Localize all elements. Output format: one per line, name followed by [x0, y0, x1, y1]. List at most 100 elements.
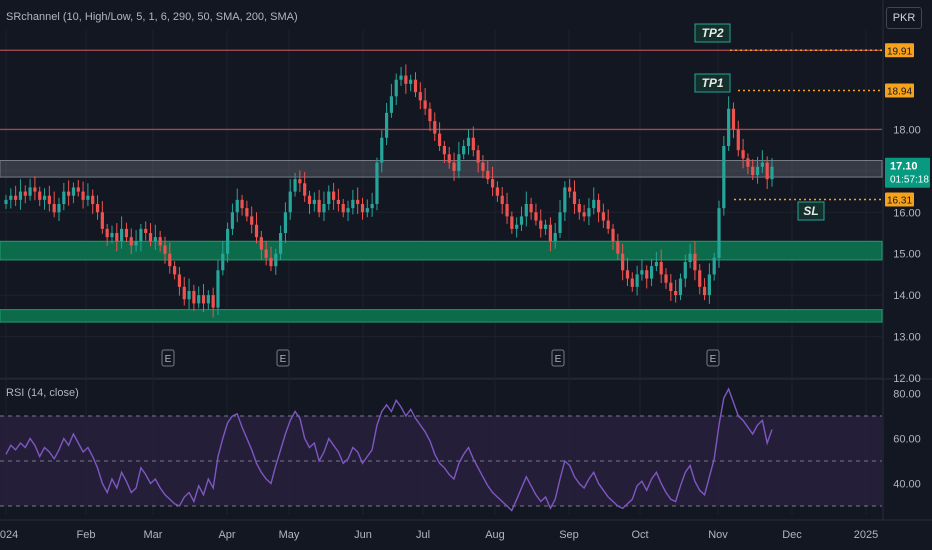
candle — [168, 242, 172, 274]
candle — [621, 243, 625, 281]
annotation-tp2: TP2 — [694, 23, 731, 43]
candle — [751, 159, 755, 180]
candle-body — [741, 150, 745, 159]
x-tick-label: Oct — [631, 529, 648, 541]
candle — [746, 153, 750, 175]
candle — [307, 190, 312, 214]
candle — [322, 191, 326, 221]
candle-body — [134, 241, 138, 246]
candle-body — [698, 270, 702, 287]
candle — [187, 278, 191, 310]
candle-body — [269, 257, 273, 267]
annotation-sl: SL — [797, 201, 825, 221]
candle-body — [601, 212, 605, 221]
candle — [601, 203, 605, 229]
earnings-marker-label: E — [555, 354, 562, 365]
candle — [52, 191, 56, 218]
candle — [683, 254, 687, 288]
candle-body — [322, 204, 326, 213]
support-zone — [0, 309, 883, 323]
currency-button[interactable]: PKR — [886, 7, 922, 29]
candle — [755, 156, 760, 184]
candle — [654, 252, 658, 272]
candle — [240, 194, 244, 216]
candle-body — [481, 162, 485, 171]
candle — [134, 230, 138, 252]
candle — [341, 199, 345, 218]
candle-body — [596, 199, 601, 213]
candle — [413, 72, 418, 98]
candle — [534, 203, 538, 226]
candle — [288, 179, 292, 220]
candle — [346, 200, 350, 221]
candle-body — [548, 224, 552, 242]
candle-body — [341, 204, 345, 213]
candle — [649, 258, 654, 287]
candle-body — [404, 75, 408, 84]
candle — [384, 102, 389, 146]
candle — [71, 182, 76, 204]
candle-body — [466, 137, 471, 146]
candle-body — [144, 228, 148, 233]
candle — [250, 206, 254, 234]
candle — [230, 203, 235, 236]
candle — [389, 83, 394, 118]
candle-body — [264, 249, 268, 258]
earnings-marker-box — [706, 349, 720, 367]
candle — [688, 243, 692, 269]
candle-body — [452, 162, 456, 171]
candle-body — [327, 191, 331, 204]
annotation-tp1: TP1 — [694, 73, 731, 93]
candle — [375, 157, 379, 211]
x-tick-label: 2025 — [854, 529, 878, 541]
rsi-line — [5, 387, 773, 512]
candle-body — [428, 108, 432, 122]
candle-body — [577, 204, 581, 213]
candle-body — [52, 204, 56, 213]
candle-body — [727, 108, 731, 146]
y-tick-label: 12.00 — [893, 373, 921, 385]
price-tag-box — [885, 43, 914, 58]
annotation-box — [694, 23, 731, 43]
candle-body — [173, 266, 177, 275]
candle-body — [91, 195, 95, 204]
candle-body — [9, 195, 13, 200]
candle-body — [346, 208, 350, 213]
candle-body — [192, 291, 196, 304]
candle — [110, 225, 114, 244]
candle-body — [534, 212, 538, 221]
candle-body — [163, 245, 167, 254]
candle-body — [505, 204, 509, 217]
x-tick-label: Jul — [416, 529, 430, 541]
earnings-marker: E — [551, 349, 565, 367]
candle — [81, 181, 85, 209]
candle-body — [23, 191, 27, 196]
indicator-legend[interactable]: SRchannel (10, High/Low, 5, 1, 6, 290, 5… — [6, 11, 298, 23]
candle-body — [746, 158, 750, 167]
candle — [336, 188, 341, 212]
earnings-marker-label: E — [165, 354, 172, 365]
candle — [702, 278, 707, 301]
candle-body — [678, 278, 683, 296]
candle — [298, 170, 302, 192]
rsi-tick-label: 60.00 — [893, 434, 921, 446]
candle — [235, 188, 239, 223]
candle-body — [712, 257, 716, 275]
current-price-box — [885, 157, 930, 188]
candle-body — [640, 270, 644, 275]
candle — [264, 240, 268, 266]
rsi-legend[interactable]: RSI (14, close) — [6, 387, 79, 399]
overlay-layer: E E E E TP2 TP1 SL — [161, 23, 882, 367]
candle-body — [433, 121, 437, 134]
candle-body — [86, 195, 90, 200]
candle-body — [649, 266, 654, 279]
candle-body — [654, 262, 658, 267]
candle-body — [457, 154, 461, 171]
candle-body — [510, 216, 514, 229]
candle — [678, 273, 683, 301]
candle — [659, 249, 663, 284]
candle-body — [688, 253, 692, 262]
price-tag-box — [885, 192, 914, 207]
